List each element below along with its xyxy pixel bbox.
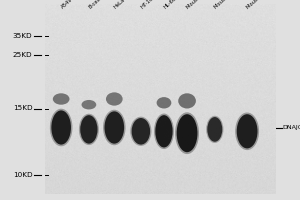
Text: HL-60: HL-60 [163,0,178,10]
Text: HeLa: HeLa [113,0,126,10]
Text: Mouse intestine: Mouse intestine [214,0,248,10]
Text: B-cell: B-cell [88,0,102,10]
Ellipse shape [104,111,124,144]
Text: 15KD: 15KD [13,106,32,112]
Text: DNAJC19: DNAJC19 [283,125,300,130]
Ellipse shape [80,115,98,144]
Text: Mouse kidney: Mouse kidney [246,0,276,10]
Ellipse shape [178,93,196,108]
Ellipse shape [177,114,197,152]
Ellipse shape [237,114,257,148]
Ellipse shape [51,110,71,145]
Ellipse shape [103,110,126,145]
Text: A549: A549 [60,0,74,10]
Ellipse shape [154,114,174,149]
Ellipse shape [175,112,199,154]
Ellipse shape [53,93,70,105]
Text: 35KD: 35KD [13,33,32,39]
Ellipse shape [79,114,99,145]
Text: Mouse pancreas: Mouse pancreas [186,0,221,10]
Text: 25KD: 25KD [13,52,32,58]
Ellipse shape [157,97,171,108]
Ellipse shape [82,100,96,109]
Ellipse shape [155,115,172,147]
Ellipse shape [50,109,73,146]
Ellipse shape [207,117,222,142]
Ellipse shape [106,92,123,106]
Ellipse shape [235,112,259,150]
Text: HT-1060: HT-1060 [140,0,159,10]
Ellipse shape [132,118,150,145]
Ellipse shape [206,116,224,143]
Text: 10KD: 10KD [13,172,32,178]
Ellipse shape [130,117,152,146]
